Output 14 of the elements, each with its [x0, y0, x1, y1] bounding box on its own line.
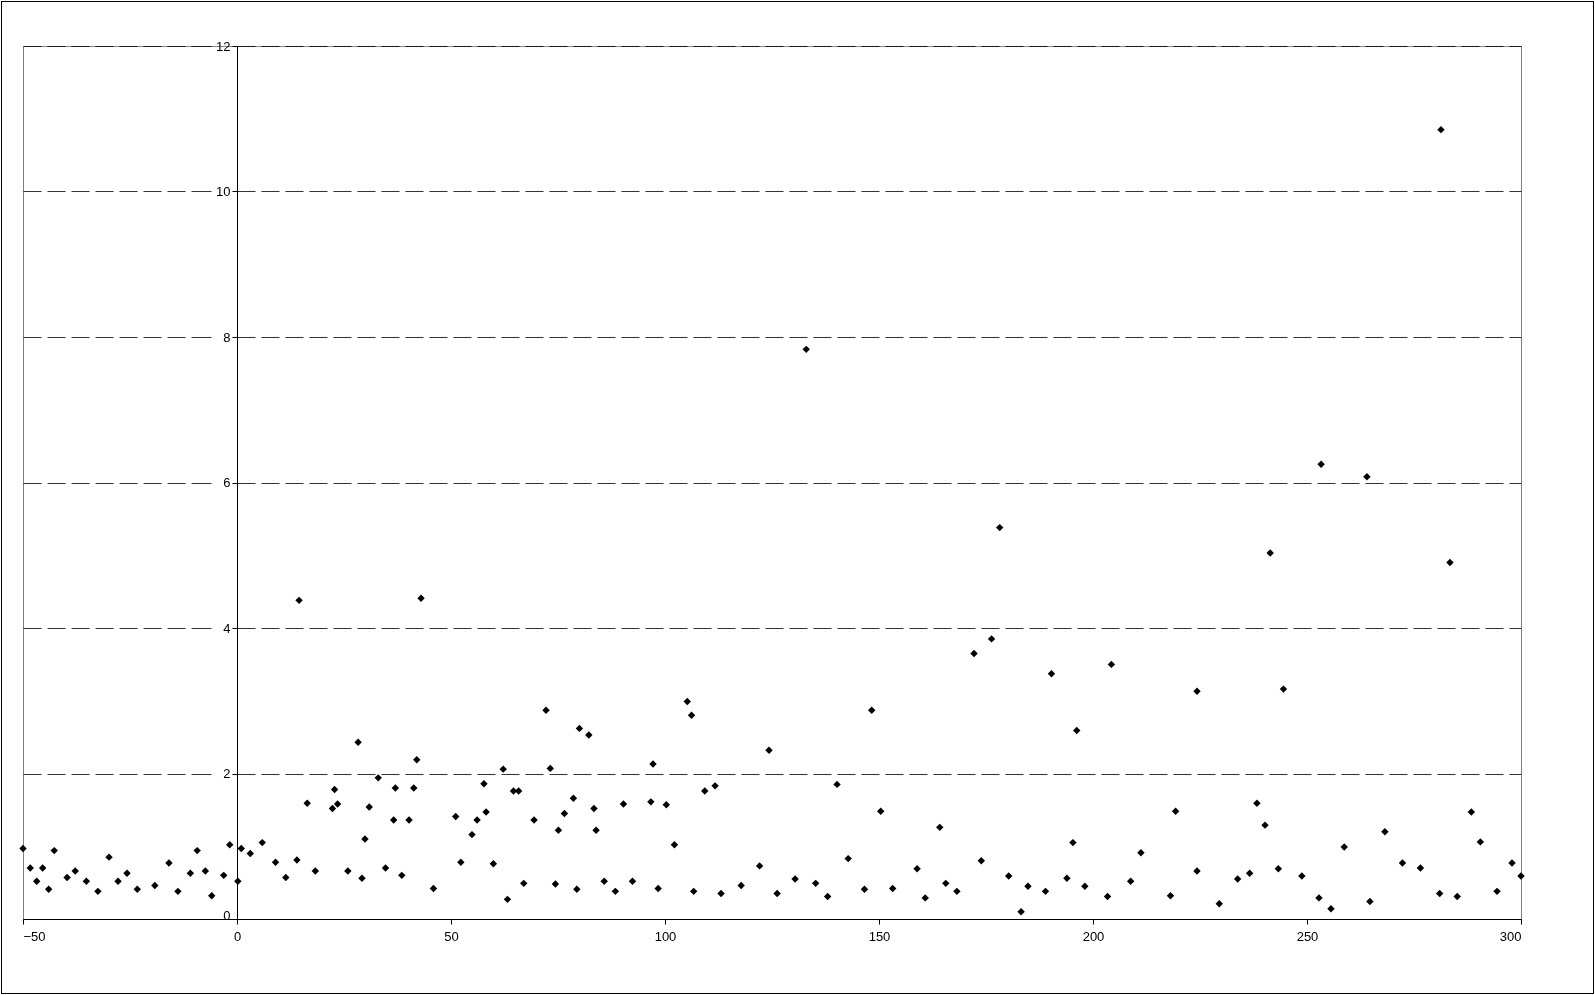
x-tick-label: 100 — [654, 928, 677, 944]
y-tick-label: 4 — [223, 620, 231, 636]
x-tick-label: 50 — [444, 928, 459, 944]
x-tick-label: 150 — [868, 928, 891, 944]
x-tick-label: 250 — [1296, 928, 1319, 944]
y-tick-label: 8 — [223, 329, 231, 345]
x-tick-label: 200 — [1082, 928, 1105, 944]
y-tick-label: 10 — [216, 184, 231, 199]
x-tick-label: −50 — [23, 928, 46, 944]
x-tick-label: 300 — [1499, 928, 1522, 944]
y-tick-label: 12 — [216, 38, 231, 54]
y-tick-label: 2 — [223, 766, 231, 781]
y-tick-label: 6 — [223, 475, 231, 490]
x-tick-label: 0 — [233, 928, 242, 944]
